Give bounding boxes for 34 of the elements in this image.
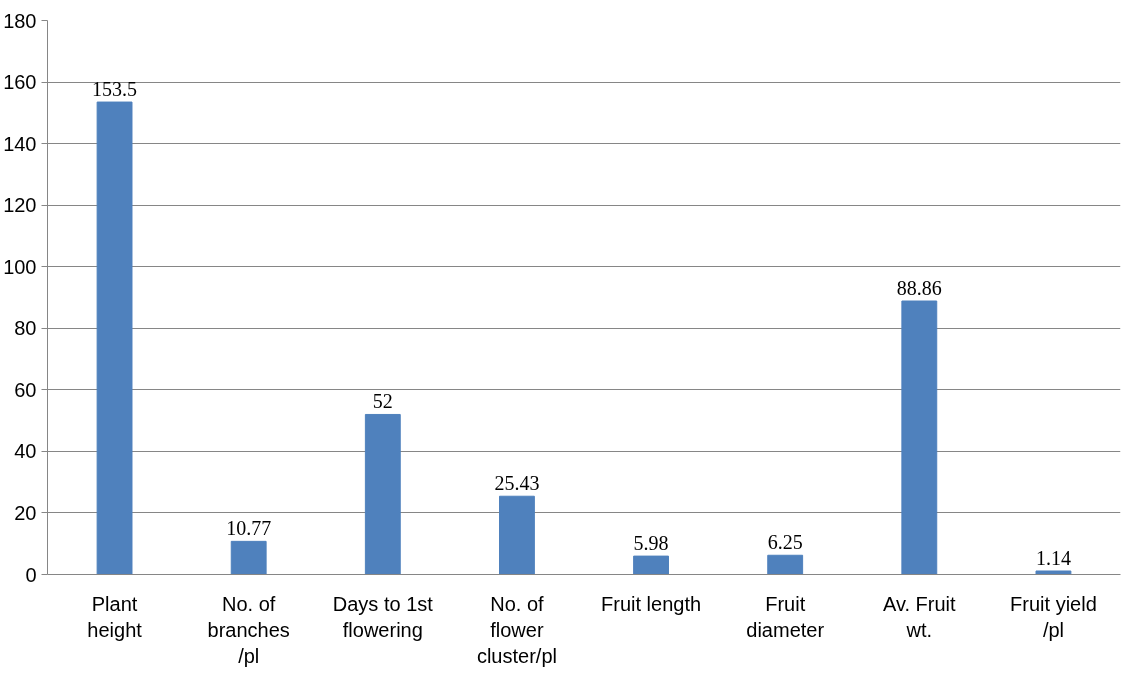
bar [364, 413, 401, 575]
data-label: 88.86 [896, 277, 942, 300]
bar [1035, 570, 1072, 575]
y-tick-label: 60 [14, 378, 37, 401]
bar [901, 300, 938, 575]
bar [499, 495, 535, 575]
y-tick-label: 140 [3, 132, 37, 155]
y-tick-label: 0 [25, 563, 37, 586]
x-tick-label: Fruit diameter [746, 592, 825, 641]
data-label: 52 [372, 390, 393, 413]
x-tick-label: Plant height [87, 592, 143, 641]
x-tick-label: No. of flower cluster/pl [476, 592, 557, 668]
bar [96, 101, 133, 575]
data-label: 10.77 [226, 517, 272, 540]
data-label: 153.5 [92, 78, 138, 101]
y-tick-label: 180 [3, 9, 37, 32]
y-tick-label: 100 [3, 255, 37, 278]
bar [767, 554, 804, 575]
y-tick-label: 40 [14, 440, 37, 463]
x-tick-label: No. of branches /pl [207, 592, 290, 668]
data-label: 25.43 [494, 472, 540, 495]
data-label: 5.98 [633, 532, 669, 555]
data-label: 6.25 [767, 531, 803, 554]
x-tick-label: Days to 1st flowering [332, 592, 434, 641]
y-tick-label: 80 [14, 317, 37, 340]
x-tick-label: Av. Fruit wt. [883, 592, 957, 641]
y-tick-label: 20 [14, 501, 37, 524]
x-tick-label: Fruit yield /pl [1010, 592, 1097, 641]
bar [633, 555, 669, 575]
data-label: 1.14 [1035, 546, 1071, 569]
y-tick-label: 160 [3, 71, 37, 94]
bar [230, 540, 267, 575]
x-tick-label: Fruit length [601, 592, 702, 615]
y-tick-label: 120 [3, 194, 37, 217]
